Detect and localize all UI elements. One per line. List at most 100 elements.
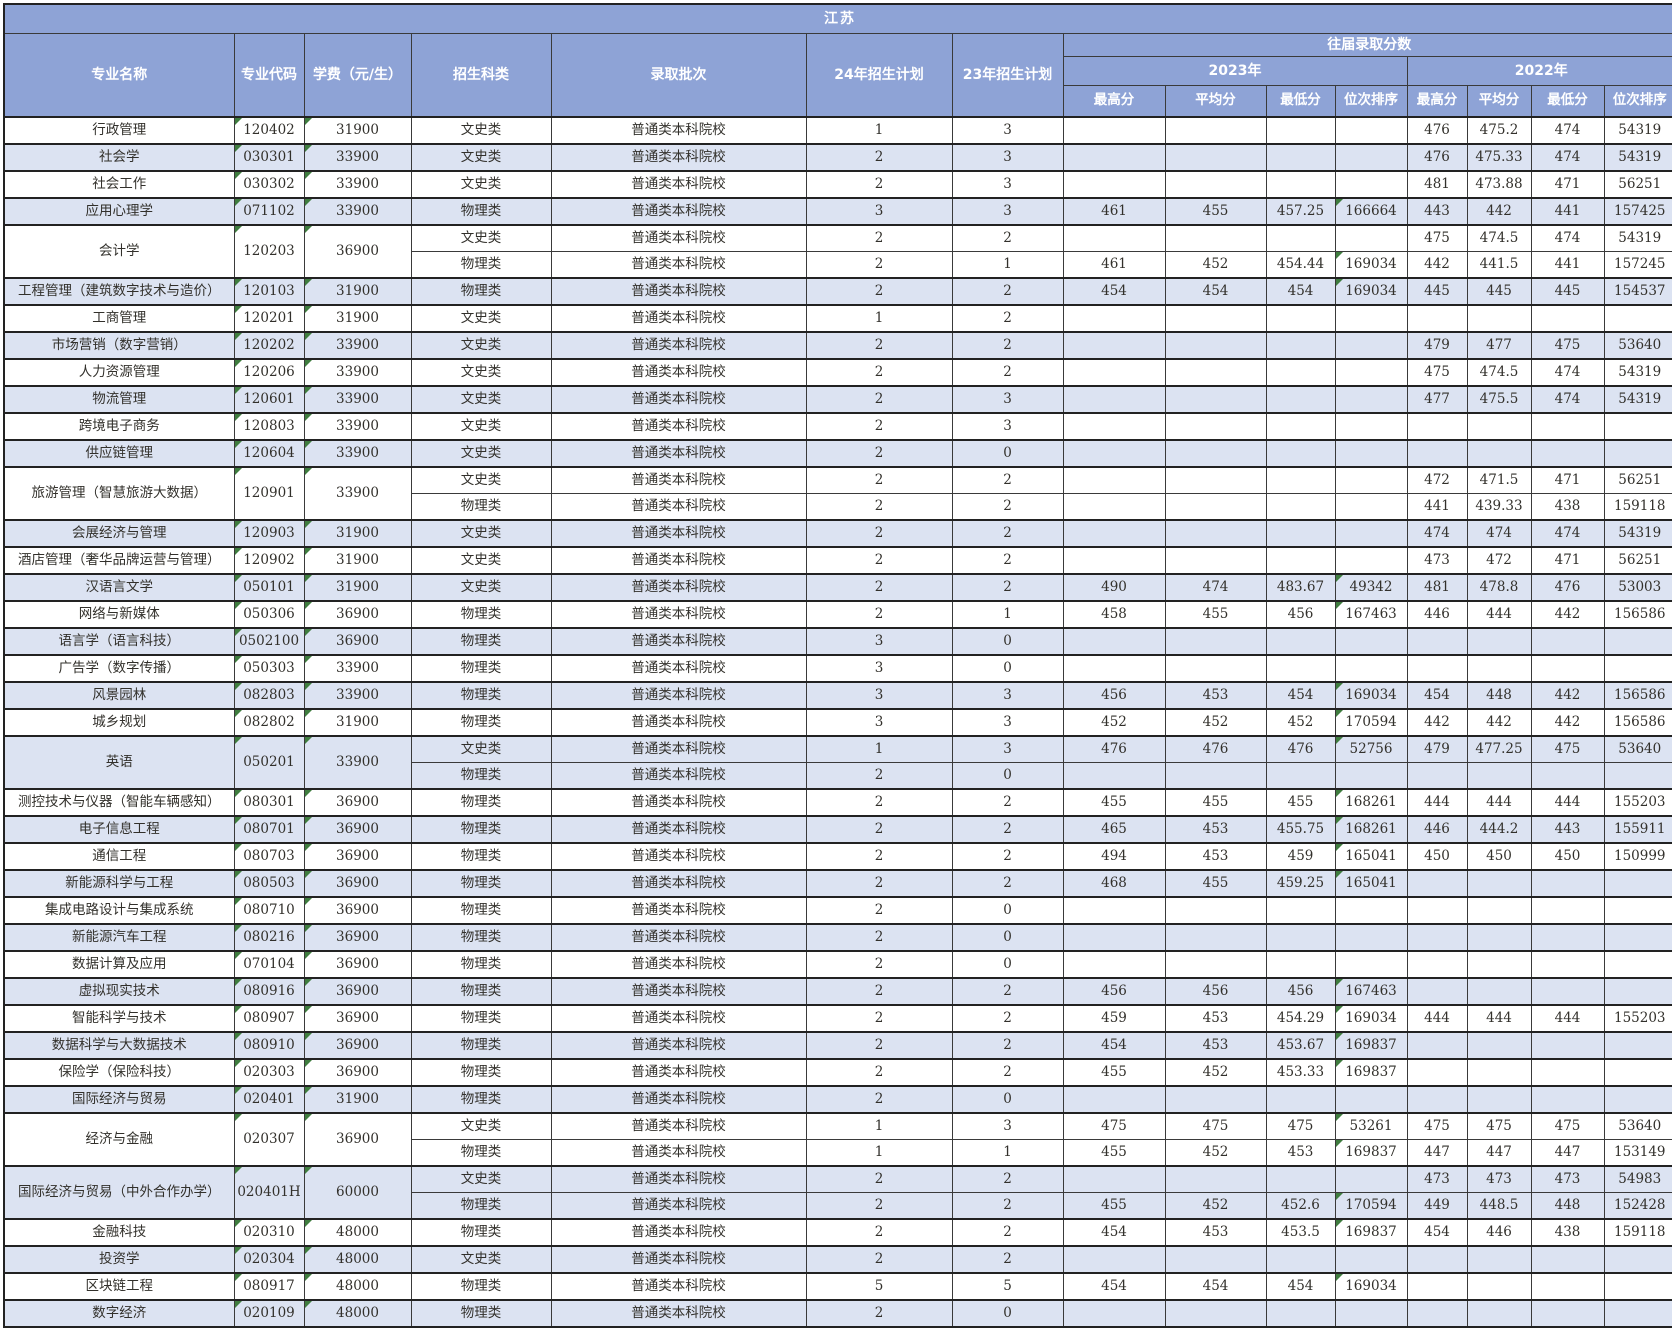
tuition-cell: 31900 <box>303 304 412 333</box>
score-2023-avg-cell: 453 <box>1164 842 1267 871</box>
score-2022-rank-cell <box>1603 1245 1672 1274</box>
tuition-cell: 31900 <box>303 1085 412 1114</box>
major-name-cell: 工商管理 <box>3 304 235 333</box>
plan-23-cell: 0 <box>951 896 1064 925</box>
header-row-main: 专业名称 专业代码 学费（元/生） 招生科类 录取批次 24年招生计划 23年招… <box>3 33 1672 118</box>
col-header-category: 招生科类 <box>410 33 552 118</box>
score-2022-min-cell: 441 <box>1530 251 1605 279</box>
table-row: 工商管理 120201 31900 文史类 普通类本科院校 1 2 <box>3 304 1672 333</box>
major-name-cell: 区块链工程 <box>3 1272 235 1301</box>
score-2023-rank-cell: 169034 <box>1334 681 1408 710</box>
batch-cell: 普通类本科院校 <box>550 116 807 145</box>
plan-24-cell: 3 <box>805 654 953 683</box>
tuition-cell: 31900 <box>303 277 412 306</box>
score-2022-rank-cell: 159118 <box>1603 493 1672 521</box>
category-cell: 文史类 <box>410 224 552 252</box>
score-2023-min-cell <box>1265 654 1336 683</box>
batch-cell: 普通类本科院校 <box>550 493 807 521</box>
table-row: 市场营销（数字营销） 120202 33900 文史类 普通类本科院校 2 2 479 477 4… <box>3 331 1672 360</box>
major-code-cell: 120803 <box>233 412 305 441</box>
table-row: 通信工程 080703 36900 物理类 普通类本科院校 2 2 494 453 459 1650… <box>3 842 1672 871</box>
batch-cell: 普通类本科院校 <box>550 358 807 387</box>
plan-24-cell: 2 <box>805 251 953 279</box>
plan-23-cell: 0 <box>951 1299 1064 1328</box>
score-2022-rank-cell: 54319 <box>1603 358 1672 387</box>
plan-23-cell: 2 <box>951 1058 1064 1087</box>
score-2022-max-cell: 481 <box>1406 170 1468 199</box>
score-2023-rank-cell: 170594 <box>1334 1192 1408 1220</box>
score-2023-rank-cell <box>1334 1085 1408 1114</box>
score-2023-rank-cell: 169034 <box>1334 1272 1408 1301</box>
score-2023-rank-cell <box>1334 304 1408 333</box>
score-2023-avg-cell <box>1164 466 1267 494</box>
score-2022-avg-cell <box>1466 1085 1532 1114</box>
score-2022-min-cell: 474 <box>1530 224 1605 252</box>
batch-cell: 普通类本科院校 <box>550 197 807 226</box>
score-2022-max-cell: 473 <box>1406 1165 1468 1193</box>
category-cell: 物理类 <box>410 1192 552 1220</box>
batch-cell: 普通类本科院校 <box>550 1192 807 1220</box>
score-2022-avg-cell <box>1466 869 1532 898</box>
major-name-cell: 国际经济与贸易（中外合作办学） <box>3 1165 235 1220</box>
batch-cell: 普通类本科院校 <box>550 1085 807 1114</box>
tuition-cell: 36900 <box>303 1004 412 1033</box>
plan-24-cell: 3 <box>805 681 953 710</box>
score-2022-min-cell <box>1530 869 1605 898</box>
batch-cell: 普通类本科院校 <box>550 466 807 494</box>
table-row: 集成电路设计与集成系统 080710 36900 物理类 普通类本科院校 2 0 <box>3 896 1672 925</box>
major-code-cell: 120903 <box>233 519 305 548</box>
score-2022-rank-cell: 56251 <box>1603 170 1672 199</box>
major-name-cell: 投资学 <box>3 1245 235 1274</box>
major-code-cell: 120103 <box>233 277 305 306</box>
score-2023-avg-cell <box>1164 1245 1267 1274</box>
major-name-cell: 电子信息工程 <box>3 815 235 844</box>
score-2022-max-cell: 444 <box>1406 1004 1468 1033</box>
score-2023-max-cell: 465 <box>1062 815 1166 844</box>
score-2023-max-cell: 456 <box>1062 977 1166 1006</box>
score-2023-rank-cell <box>1334 116 1408 145</box>
plan-24-cell: 2 <box>805 331 953 360</box>
batch-cell: 普通类本科院校 <box>550 1031 807 1060</box>
score-2022-avg-cell <box>1466 412 1532 441</box>
plan-24-cell: 2 <box>805 1085 953 1114</box>
batch-cell: 普通类本科院校 <box>550 224 807 252</box>
tuition-cell: 48000 <box>303 1245 412 1274</box>
batch-cell: 普通类本科院校 <box>550 735 807 763</box>
col-header-2022-rank: 位次排序 <box>1603 85 1672 118</box>
score-2023-avg-cell: 476 <box>1164 735 1267 763</box>
score-2022-rank-cell: 53640 <box>1603 331 1672 360</box>
category-cell: 物理类 <box>410 950 552 979</box>
major-name-cell: 数据科学与大数据技术 <box>3 1031 235 1060</box>
score-2023-rank-cell: 167463 <box>1334 600 1408 629</box>
major-name-cell: 网络与新媒体 <box>3 600 235 629</box>
col-header-plan-23: 23年招生计划 <box>951 33 1064 118</box>
score-2023-avg-cell <box>1164 627 1267 656</box>
category-cell: 物理类 <box>410 1139 552 1167</box>
score-2023-max-cell <box>1062 143 1166 172</box>
score-2023-rank-cell: 167463 <box>1334 977 1408 1006</box>
score-2023-rank-cell: 169034 <box>1334 251 1408 279</box>
plan-23-cell: 0 <box>951 627 1064 656</box>
score-2022-max-cell <box>1406 304 1468 333</box>
plan-24-cell: 3 <box>805 708 953 737</box>
major-name-cell: 保险学（保险科技） <box>3 1058 235 1087</box>
category-cell: 物理类 <box>410 681 552 710</box>
score-2023-min-cell <box>1265 170 1336 199</box>
table-row: 虚拟现实技术 080916 36900 物理类 普通类本科院校 2 2 456 456 456 16… <box>3 977 1672 1006</box>
plan-23-cell: 2 <box>951 519 1064 548</box>
score-2022-min-cell <box>1530 412 1605 441</box>
major-name-cell: 经济与金融 <box>3 1112 235 1167</box>
major-code-cell: 080503 <box>233 869 305 898</box>
table-row: 旅游管理（智慧旅游大数据） 120901 33900 文史类 普通类本科院校 2 2 472 4… <box>3 466 1672 521</box>
category-cell: 物理类 <box>410 815 552 844</box>
batch-cell: 普通类本科院校 <box>550 654 807 683</box>
score-2023-min-cell <box>1265 762 1336 790</box>
score-2023-min-cell: 454.29 <box>1265 1004 1336 1033</box>
score-2023-max-cell: 454 <box>1062 1218 1166 1247</box>
batch-cell: 普通类本科院校 <box>550 573 807 602</box>
score-2022-rank-cell <box>1603 439 1672 468</box>
score-2022-rank-cell <box>1603 654 1672 683</box>
major-code-cell: 082802 <box>233 708 305 737</box>
score-2022-avg-cell: 475.33 <box>1466 143 1532 172</box>
score-2022-avg-cell: 442 <box>1466 708 1532 737</box>
